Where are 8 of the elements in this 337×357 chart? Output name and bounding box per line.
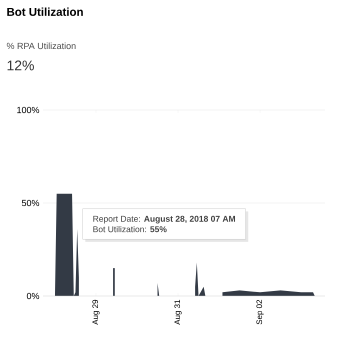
y-tick-label: 0% xyxy=(26,292,40,300)
y-tick-label: 50% xyxy=(22,200,40,206)
chart-subtitle: % RPA Utilization xyxy=(6,42,76,50)
y-tick-label: 100% xyxy=(17,106,40,114)
chart-title: Bot Utilization xyxy=(7,8,83,16)
text: 12% xyxy=(8,60,34,70)
annotation: Bot Utilization: 55% xyxy=(93,226,167,232)
annotation: Report Date: August 28, 2018 07 AM xyxy=(93,216,236,224)
